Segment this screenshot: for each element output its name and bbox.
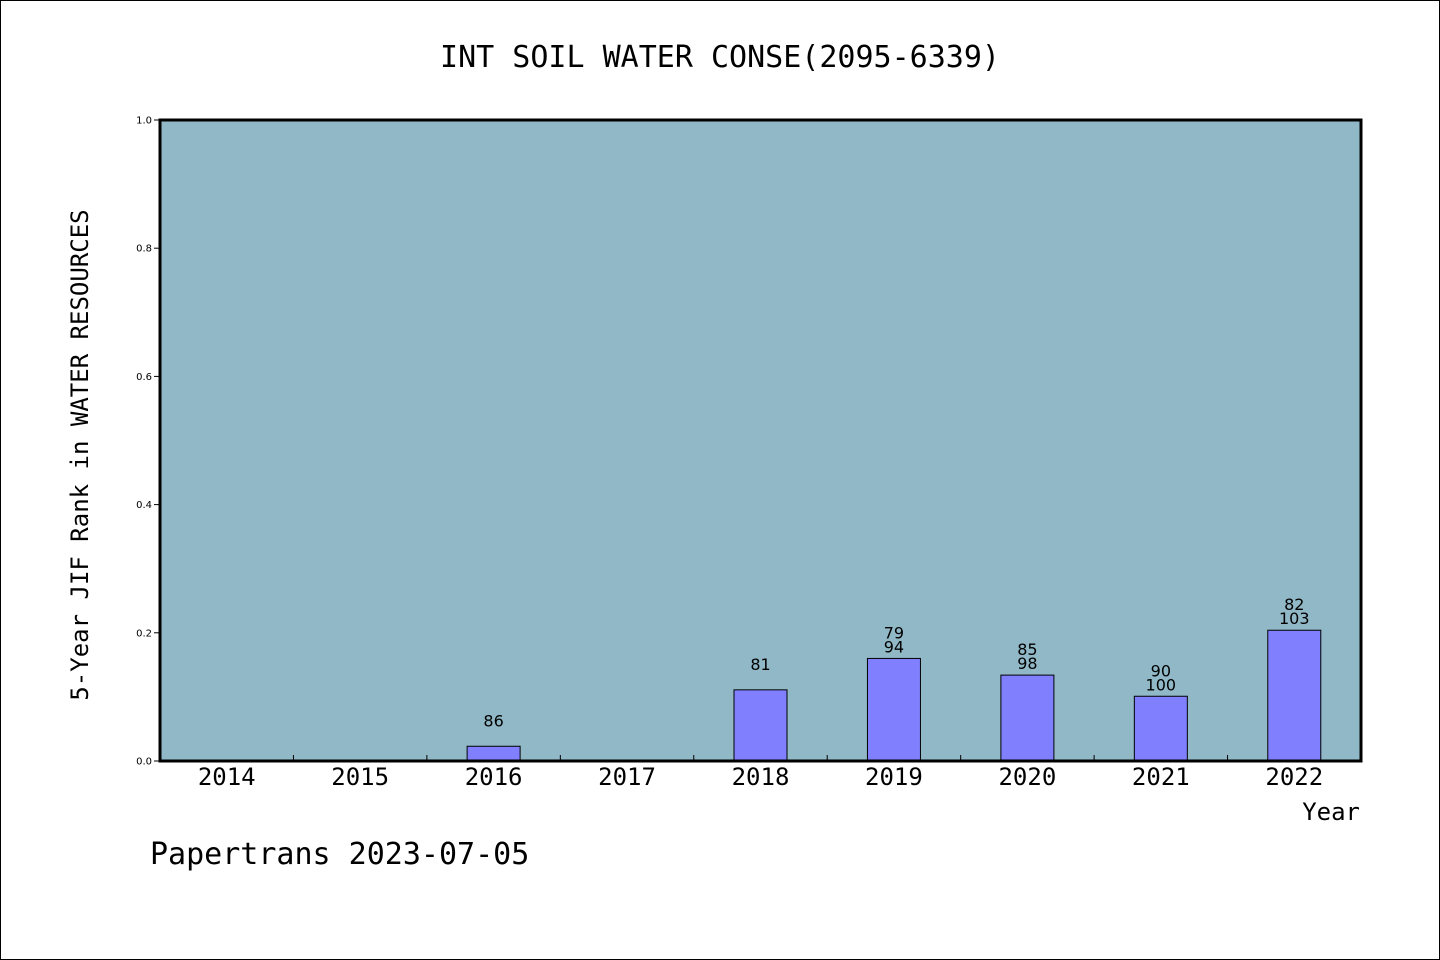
y-tick-label: 0.8 (136, 244, 152, 255)
bar-label-upper: 79 (884, 623, 904, 642)
plot-area (160, 120, 1361, 761)
bar-label-upper: 82 (1284, 595, 1304, 614)
bar (1000, 674, 1055, 762)
x-tick-label: 2017 (598, 763, 656, 791)
y-tick-label: 0.6 (136, 372, 152, 383)
bar (1267, 629, 1322, 762)
bar (1133, 695, 1188, 762)
y-tick-label: 0.2 (136, 628, 152, 639)
x-tick-label: 2018 (732, 763, 790, 791)
bar-label-upper: 90 (1151, 661, 1171, 680)
bar-label-upper: 86 (483, 711, 503, 730)
bar-label-upper: 85 (1017, 640, 1037, 659)
x-tick-label: 2019 (865, 763, 923, 791)
bar (466, 745, 521, 762)
bar (733, 689, 788, 762)
y-axis-label: 5-Year JIF Rank in WATER RESOURCES (66, 209, 94, 700)
y-tick-label: 0.0 (136, 757, 152, 768)
y-tick-label: 0.4 (136, 500, 152, 511)
bar-label-lower: 100 (1146, 675, 1177, 694)
x-tick-label: 2014 (198, 763, 256, 791)
x-axis-label: Year (1302, 798, 1360, 826)
x-tick-label: 2015 (331, 763, 389, 791)
x-tick-label: 2016 (465, 763, 523, 791)
x-tick-label: 2021 (1132, 763, 1190, 791)
x-tick-label: 2020 (998, 763, 1056, 791)
ticks-layer: 0.0 0.2 0.4 0.6 0.8 1.0 2014 2015 2016 2017 2018 20… (136, 116, 1323, 792)
footer-credit: Papertrans 2023-07-05 (150, 837, 529, 872)
bar-label-lower: 98 (1017, 654, 1037, 673)
chart-title: INT SOIL WATER CONSE(2095-6339) (440, 40, 1000, 75)
y-tick-label: 1.0 (136, 116, 152, 127)
bar (866, 657, 921, 762)
bar-label-lower: 94 (884, 637, 904, 656)
x-tick-label: 2022 (1265, 763, 1323, 791)
plot-border (158, 118, 1363, 763)
bar-label-lower: 103 (1279, 609, 1310, 628)
bar-label-upper: 81 (750, 655, 770, 674)
